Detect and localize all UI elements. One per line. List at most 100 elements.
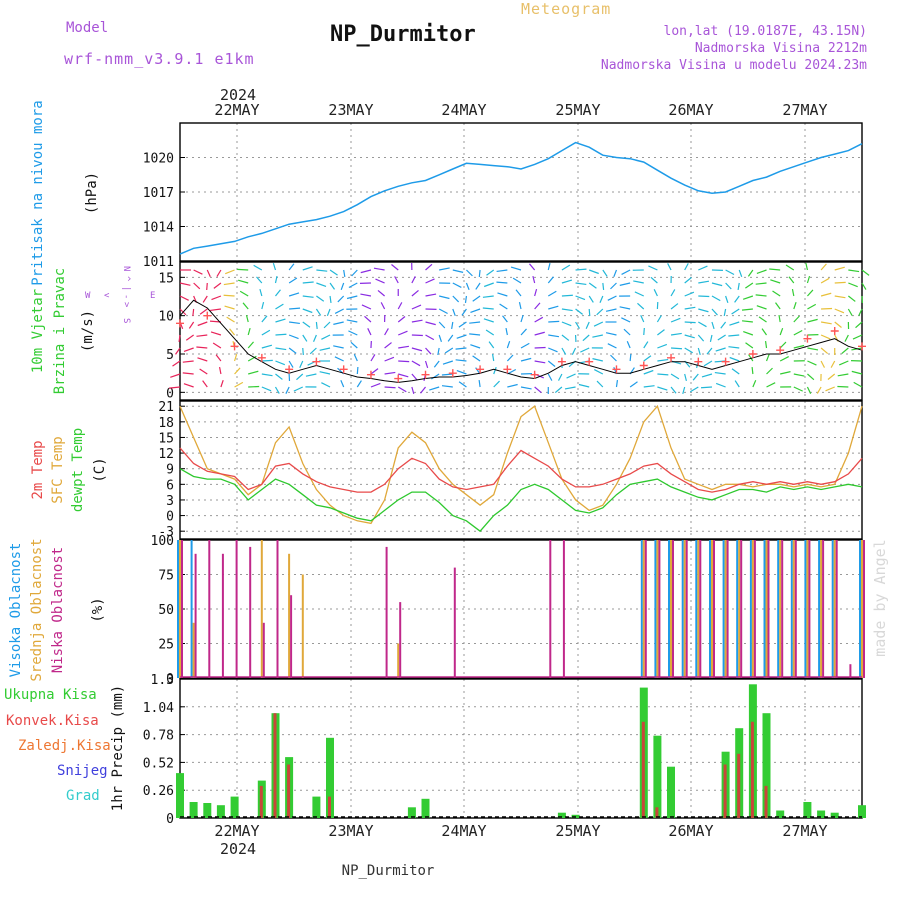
wind-barb [534,386,542,394]
wind-barb [561,294,573,297]
wind-barb [779,356,789,362]
credit-watermark: made by Angel [871,539,889,656]
wind-barb [333,345,344,349]
cloud-bar [863,540,865,678]
wind-barb [206,269,211,277]
wind-barb [820,321,832,325]
precip-conv-bar [750,721,754,818]
wind-barb [179,295,189,301]
wind-barb [738,269,743,278]
wind-barb [425,321,436,326]
wind-barb [547,373,553,381]
wind-barb [470,308,481,313]
wind-barb [820,334,831,340]
model-label: Model [66,20,109,36]
precip-conv-bar [328,796,331,818]
cloud-bar [192,622,195,678]
wind-barb [288,277,298,284]
cloud-bar [249,546,252,678]
wind-barb [772,290,781,297]
page-title: NP_Durmitor [330,22,476,47]
precip-label-total: Ukupna Kisa [4,687,97,703]
wind-label-1: 10m Vjetar [30,289,46,373]
wind-barb [518,301,522,310]
wind-barb [397,386,407,393]
precip-conv-bar [641,721,645,818]
wind-barb [734,380,740,388]
wind-barb [839,360,849,366]
wind-barb [643,327,645,336]
wind-barb [223,294,235,297]
tick-label-y-2: 3 [166,494,174,509]
wind-barb [346,319,358,323]
wind-barb [605,308,617,312]
cloud-bar [722,540,725,678]
wind-barb [751,366,754,375]
wind-barb [820,292,832,297]
wind-barb [370,368,379,375]
wind-barb [370,354,376,362]
wind-barb [323,321,331,329]
wind-barb [506,354,514,362]
wind-barb [312,334,317,342]
wind-barb [411,347,423,352]
wind-barb [621,269,631,275]
wind-barb [847,295,856,302]
wind-barb [225,269,235,275]
wind-barb [469,333,481,336]
wind-barb [548,347,558,353]
wind-barb [247,327,251,336]
wind-barb [398,330,408,336]
wind-barb [684,263,689,271]
wind-barb [274,275,278,284]
cloud-bar [804,540,807,678]
wind-gust-point [366,370,375,379]
wind-barb [329,282,336,290]
wind-barb [444,347,454,354]
wind-barb [216,269,222,277]
wind-barb [275,347,287,351]
tick-label-y-2: 1017 [143,186,174,201]
wind-gust-point [639,361,648,370]
wind-barb [793,344,805,349]
wind-barb [684,306,696,310]
panel-0: 1011 1014 1017 1020 [143,122,863,270]
wind-barb [333,321,344,325]
wind-barb [703,360,713,367]
wind-gust-point [858,342,866,351]
wind-barb [780,371,791,375]
wind-barb [743,331,754,336]
wind-barb [619,282,631,286]
wind-barb [411,373,418,381]
tick-label-y-1: 1014 [143,221,174,236]
wind-barb [711,308,718,316]
wind-barb [384,356,395,362]
precip-total-bar [858,805,866,818]
wind-barb [319,371,331,375]
wind-barb [769,268,781,271]
wind-barb [353,354,358,362]
wind-barb [834,295,846,299]
cloud-bar [792,540,795,678]
precip-total-bar [557,812,566,818]
cloud-bar [767,540,770,678]
wind-barb [218,366,222,375]
wind-barb [367,328,372,336]
cloud-label-mid: Srednja Oblacnost [29,538,45,681]
wind-gust-point [203,311,212,320]
wind-barb [458,321,467,328]
tick-label-y-3: 15 [158,271,174,286]
wind-barb [315,321,318,330]
wind-barb [420,386,426,394]
precip-total-bar [312,796,321,818]
wind-barb [215,354,222,362]
cloud-bar [668,540,670,678]
wind-barb [502,315,508,323]
wind-barb [305,373,317,377]
wind-barb [670,332,682,336]
cloud-label-low: Niska Oblacnost [50,547,66,673]
wind-barb [351,269,358,277]
wind-barb [752,380,757,388]
cloud-bar [179,540,181,678]
